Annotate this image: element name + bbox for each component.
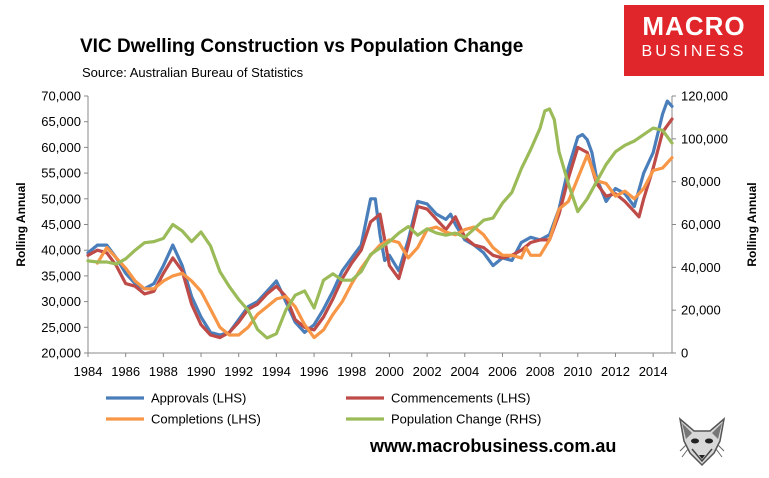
x-tick-label: 1996 xyxy=(300,364,329,379)
y-tick-label-left: 50,000 xyxy=(41,191,81,206)
y-tick-label-left: 40,000 xyxy=(41,243,81,258)
x-tick-label: 1992 xyxy=(224,364,253,379)
y-tick-label-right: 60,000 xyxy=(681,217,721,232)
chart-subtitle: Source: Australian Bureau of Statistics xyxy=(82,65,304,80)
x-tick-label: 2000 xyxy=(375,364,404,379)
y-tick-label-left: 30,000 xyxy=(41,294,81,309)
x-tick-label: 1986 xyxy=(111,364,140,379)
x-tick-label: 1998 xyxy=(337,364,366,379)
series-line-4 xyxy=(86,107,674,340)
series-line-1 xyxy=(86,99,674,337)
series-line-2 xyxy=(86,117,674,340)
chart-title: VIC Dwelling Construction vs Population … xyxy=(80,36,524,57)
y-tick-label-left: 35,000 xyxy=(41,268,81,283)
x-tick-label: 1988 xyxy=(149,364,178,379)
legend-label: Commencements (LHS) xyxy=(391,391,530,406)
y-tick-label-left: 65,000 xyxy=(41,114,81,129)
y-tick-label-left: 20,000 xyxy=(41,346,81,361)
y-tick-label-left: 60,000 xyxy=(41,140,81,155)
legend-label: Population Change (RHS) xyxy=(391,412,541,427)
y-tick-label-left: 45,000 xyxy=(41,217,81,232)
y-tick-label-right: 20,000 xyxy=(681,303,721,318)
y-tick-label-right: 0 xyxy=(681,346,688,361)
y-axis-label-right: Rolling Annual xyxy=(745,182,759,266)
logo-line2: BUSINESS xyxy=(641,43,747,60)
y-tick-label-right: 120,000 xyxy=(681,89,728,104)
y-tick-label-right: 40,000 xyxy=(681,260,721,275)
brand-logo: MACRO BUSINESS xyxy=(624,5,764,76)
legend-label: Completions (LHS) xyxy=(151,412,261,427)
x-tick-label: 1990 xyxy=(187,364,216,379)
logo-line1: MACRO xyxy=(642,11,746,41)
fox-mascot-icon xyxy=(678,417,726,467)
x-tick-label: 2004 xyxy=(450,364,479,379)
legend-label: Approvals (LHS) xyxy=(151,391,246,406)
x-tick-label: 2006 xyxy=(488,364,517,379)
y-tick-label-left: 55,000 xyxy=(41,166,81,181)
y-tick-label-left: 25,000 xyxy=(41,320,81,335)
x-tick-label: 2008 xyxy=(526,364,555,379)
y-tick-label-left: 70,000 xyxy=(41,89,81,104)
y-tick-label-right: 100,000 xyxy=(681,131,728,146)
x-tick-label: 2010 xyxy=(563,364,592,379)
site-url: www.macrobusiness.com.au xyxy=(370,436,617,456)
x-tick-label: 2002 xyxy=(413,364,442,379)
x-tick-label: 2012 xyxy=(601,364,630,379)
y-tick-label-right: 80,000 xyxy=(681,174,721,189)
x-tick-label: 1994 xyxy=(262,364,291,379)
x-tick-label: 2014 xyxy=(639,364,668,379)
y-axis-label-left: Rolling Annual xyxy=(14,182,28,266)
x-tick-label: 1984 xyxy=(74,364,103,379)
